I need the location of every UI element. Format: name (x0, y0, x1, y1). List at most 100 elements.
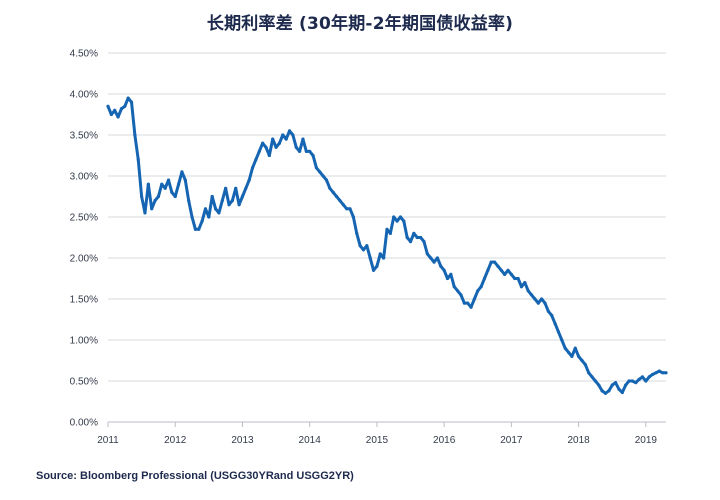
data-point (173, 194, 177, 199)
data-point (573, 346, 577, 350)
data-point (627, 379, 631, 383)
data-point (647, 375, 651, 379)
data-point (301, 137, 305, 141)
data-point (203, 207, 208, 211)
data-point (398, 215, 403, 219)
data-point (180, 170, 184, 174)
data-point (566, 350, 571, 354)
y-tick-label: 3.00% (70, 172, 98, 183)
data-point (213, 207, 218, 211)
data-point (217, 211, 221, 215)
data-point (452, 285, 456, 289)
data-point (267, 153, 271, 158)
data-point (553, 322, 557, 326)
data-point (250, 166, 255, 170)
data-point (328, 186, 332, 190)
data-point (577, 354, 581, 358)
y-tick-label: 0.50% (70, 377, 98, 388)
data-point (640, 375, 645, 379)
data-point (261, 141, 265, 145)
y-tick-label: 1.50% (70, 295, 98, 306)
data-point (479, 285, 483, 289)
x-axis-labels: 2011 2012 2013 2014 2015 2016 2017 2018 2019 (97, 422, 657, 446)
data-point (388, 231, 392, 235)
data-point (314, 166, 319, 170)
data-point (170, 190, 174, 194)
y-tick-label: 4.50% (70, 49, 98, 60)
data-point (197, 227, 201, 231)
data-point (617, 387, 621, 391)
data-point (529, 293, 534, 297)
data-point (607, 389, 611, 393)
data-point (318, 170, 322, 174)
data-point (613, 381, 618, 385)
data-point (378, 252, 382, 256)
data-point (244, 186, 248, 190)
data-point (365, 244, 369, 248)
data-point (334, 194, 339, 199)
data-point (116, 115, 120, 119)
data-point (644, 379, 648, 383)
y-axis-labels: 0.00% 0.50% 1.00% 1.50% 2.00% 2.50% 3.00% 3.50%… (70, 49, 98, 429)
data-point (348, 207, 352, 211)
x-tick-label: 2015 (366, 435, 389, 446)
data-point (587, 371, 591, 375)
data-point (143, 211, 147, 215)
data-point (442, 268, 446, 272)
data-point (210, 194, 214, 199)
data-point (526, 289, 530, 293)
data-point (482, 276, 487, 281)
data-point (546, 309, 550, 313)
data-point (150, 207, 154, 211)
data-point (570, 354, 574, 358)
data-point (556, 330, 561, 334)
data-point (392, 215, 396, 219)
data-point (519, 285, 524, 289)
data-point (368, 256, 372, 260)
data-point (593, 379, 598, 383)
data-point (355, 231, 359, 235)
data-point (610, 383, 614, 387)
data-point (375, 264, 379, 268)
data-point (583, 363, 587, 367)
data-point (207, 215, 211, 219)
data-point (590, 375, 594, 379)
data-point (425, 252, 429, 256)
data-point (385, 227, 389, 231)
data-point (304, 149, 308, 153)
x-tick-label: 2019 (635, 435, 658, 446)
data-point (294, 145, 298, 149)
data-point (234, 186, 238, 190)
data-point (432, 260, 436, 264)
data-point (402, 219, 406, 223)
x-tick-label: 2012 (164, 435, 187, 446)
data-point (422, 240, 426, 244)
data-point (146, 182, 150, 186)
data-point (237, 203, 241, 207)
data-point (227, 203, 231, 207)
data-point (523, 281, 527, 285)
data-point (264, 145, 268, 149)
data-point (281, 133, 285, 137)
data-point (187, 199, 191, 203)
y-tick-label: 4.00% (70, 90, 98, 101)
data-point (563, 346, 567, 350)
data-point (247, 178, 251, 182)
data-point (486, 268, 490, 272)
y-tick-label: 2.50% (70, 213, 98, 224)
data-point (466, 301, 470, 305)
data-point (603, 391, 608, 395)
data-point (351, 215, 355, 219)
series-layer (106, 96, 668, 395)
data-point (600, 389, 604, 393)
data-point (499, 268, 503, 272)
data-point (153, 199, 157, 203)
data-point (140, 194, 144, 199)
chart-title: 长期利率差 (30年期-2年期国债收益率) (206, 14, 514, 34)
x-tick-label: 2018 (567, 435, 590, 446)
data-point (331, 190, 335, 194)
data-point (536, 301, 540, 305)
data-point (496, 264, 500, 268)
data-point (361, 248, 366, 252)
